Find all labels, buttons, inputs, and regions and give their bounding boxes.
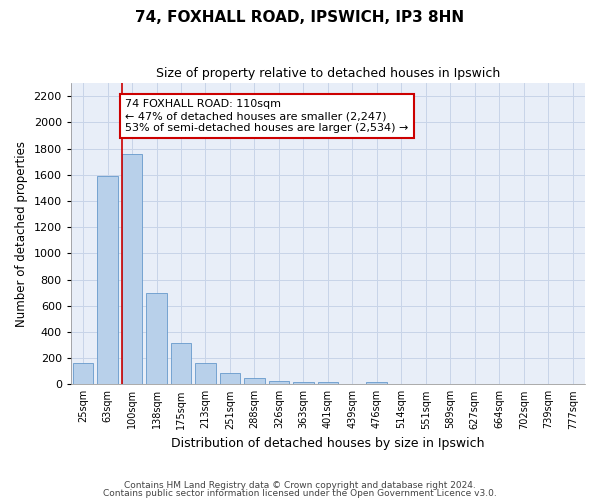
Y-axis label: Number of detached properties: Number of detached properties [15, 140, 28, 326]
X-axis label: Distribution of detached houses by size in Ipswich: Distribution of detached houses by size … [171, 437, 485, 450]
Bar [170, 343, 191, 384]
Bar [293, 382, 314, 384]
Bar [317, 382, 338, 384]
Title: Size of property relative to detached houses in Ipswich: Size of property relative to detached ho… [156, 68, 500, 80]
Text: Contains public sector information licensed under the Open Government Licence v3: Contains public sector information licen… [103, 488, 497, 498]
Bar [73, 364, 94, 384]
Bar [244, 378, 265, 384]
Bar [122, 154, 142, 384]
Text: Contains HM Land Registry data © Crown copyright and database right 2024.: Contains HM Land Registry data © Crown c… [124, 481, 476, 490]
Bar [269, 381, 289, 384]
Text: 74 FOXHALL ROAD: 110sqm
← 47% of detached houses are smaller (2,247)
53% of semi: 74 FOXHALL ROAD: 110sqm ← 47% of detache… [125, 100, 409, 132]
Bar [220, 372, 241, 384]
Bar [367, 382, 387, 384]
Text: 74, FOXHALL ROAD, IPSWICH, IP3 8HN: 74, FOXHALL ROAD, IPSWICH, IP3 8HN [136, 10, 464, 25]
Bar [97, 176, 118, 384]
Bar [195, 364, 216, 384]
Bar [146, 292, 167, 384]
